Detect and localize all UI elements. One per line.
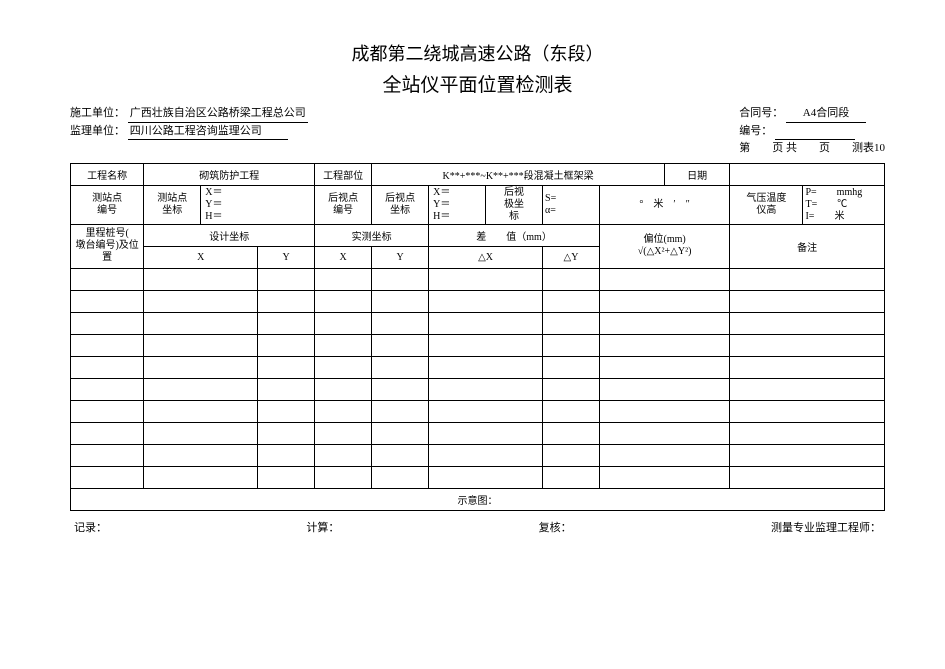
- table-row: 工程名称 砌筑防护工程 工程部位 K**+***~K**+***段混凝土框架梁 …: [71, 163, 885, 185]
- footer: 记录： 计算： 复核： 测量专业监理工程师：: [70, 519, 885, 535]
- cell-dx: △X: [429, 246, 543, 268]
- cell-polar-val: ° 米 ′ ″: [600, 185, 730, 224]
- cell-schematic: 示意图：: [71, 488, 885, 510]
- cell-offset: 偏位(mm) √(△X²+△Y²): [600, 224, 730, 268]
- cell-backsight-coord-label: 后视点 坐标: [372, 185, 429, 224]
- cell-gcbw-value: K**+***~K**+***段混凝土框架梁: [372, 163, 665, 185]
- cell-y2: Y: [372, 246, 429, 268]
- cell-x2: X: [315, 246, 372, 268]
- table-row: [71, 422, 885, 444]
- footer-record: 记录：: [74, 519, 107, 535]
- table-row: [71, 444, 885, 466]
- page-info: 第 页 共 页 测表10: [739, 140, 885, 157]
- table-row: 示意图：: [71, 488, 885, 510]
- cell-gcmc-value: 砌筑防护工程: [144, 163, 315, 185]
- table-row: [71, 268, 885, 290]
- cell-backsight-no: 后视点 编号: [315, 185, 372, 224]
- cell-pressure-label: 气压温度 仪高: [730, 185, 803, 224]
- cell-date-label: 日期: [665, 163, 730, 185]
- contract-value: A4合同段: [786, 105, 866, 123]
- table-row: [71, 400, 885, 422]
- table-row: [71, 290, 885, 312]
- cell-date-value: [730, 163, 885, 185]
- cell-y1: Y: [258, 246, 315, 268]
- table-row: 测站点 编号 测站点 坐标 X＝ Y＝ H＝ 后视点 编号 后视点 坐标 X＝ …: [71, 185, 885, 224]
- jl-value: 四川公路工程咨询监理公司: [128, 123, 288, 141]
- table-row: [71, 356, 885, 378]
- no-value: [775, 123, 855, 141]
- footer-check: 复核：: [539, 519, 572, 535]
- sg-label: 施工单位：: [70, 107, 125, 119]
- header-meta: 施工单位： 广西壮族自治区公路桥梁工程总公司 监理单位： 四川公路工程咨询监理公…: [70, 105, 885, 157]
- footer-calc: 计算：: [306, 519, 339, 535]
- contract-label: 合同号：: [739, 107, 783, 119]
- footer-supervisor: 测量专业监理工程师：: [771, 519, 881, 535]
- form-title: 全站仪平面位置检测表: [70, 70, 885, 97]
- cell-remark: 备注: [730, 224, 885, 268]
- cell-polar-sa: S= α=: [543, 185, 600, 224]
- cell-stake-no: 里程桩号( 墩台编号)及位置: [71, 224, 144, 268]
- cell-station-no: 测站点 编号: [71, 185, 144, 224]
- cell-gcmc-label: 工程名称: [71, 163, 144, 185]
- cell-station-coord-label: 测站点 坐标: [144, 185, 201, 224]
- table-row: [71, 378, 885, 400]
- table-row: [71, 466, 885, 488]
- table-row: [71, 312, 885, 334]
- inspection-table: 工程名称 砌筑防护工程 工程部位 K**+***~K**+***段混凝土框架梁 …: [70, 163, 885, 511]
- cell-pressure-val: P= mmhg T= ℃ I= 米: [803, 185, 885, 224]
- cell-x1: X: [144, 246, 258, 268]
- cell-design-coord: 设计坐标: [144, 224, 315, 246]
- table-row: [71, 334, 885, 356]
- table-row: 里程桩号( 墩台编号)及位置 设计坐标 实测坐标 差 值（mm） 偏位(mm) …: [71, 224, 885, 246]
- cell-station-coord-val: X＝ Y＝ H＝: [201, 185, 315, 224]
- jl-label: 监理单位：: [70, 125, 125, 137]
- cell-dy: △Y: [543, 246, 600, 268]
- cell-gcbw-label: 工程部位: [315, 163, 372, 185]
- project-title: 成都第二绕城高速公路（东段）: [70, 40, 885, 66]
- no-label: 编号：: [739, 125, 772, 137]
- cell-polar-label: 后视 极坐 标: [486, 185, 543, 224]
- sg-value: 广西壮族自治区公路桥梁工程总公司: [128, 105, 308, 123]
- cell-measured-coord: 实测坐标: [315, 224, 429, 246]
- cell-diff: 差 值（mm）: [429, 224, 600, 246]
- cell-backsight-coord-val: X＝ Y＝ H＝: [429, 185, 486, 224]
